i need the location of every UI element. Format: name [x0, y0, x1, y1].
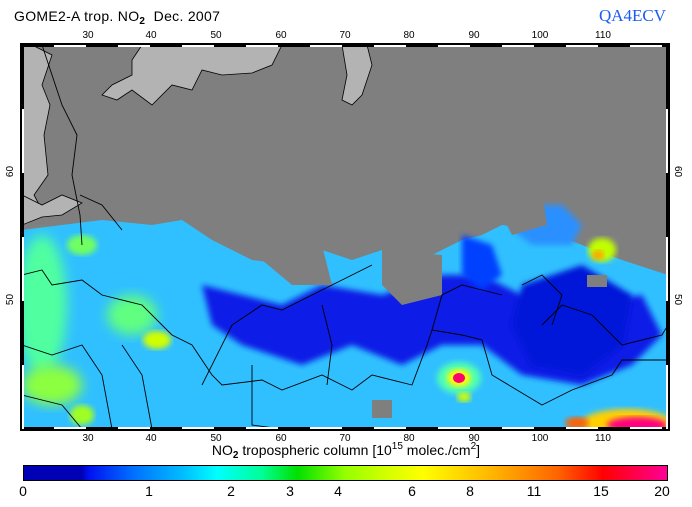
plot-title: GOME2-A trop. NO2 Dec. 2007 — [14, 8, 221, 27]
right-axis-bar — [666, 45, 668, 429]
lat-tick-left: 60 — [5, 165, 17, 178]
lon-tick-top: 30 — [82, 30, 94, 41]
colorbar-title: NO2 tropospheric column [1015 molec./cm2… — [211, 441, 481, 461]
lon-tick-bottom: 110 — [595, 433, 611, 444]
no2-field — [22, 205, 668, 429]
lon-tick-bottom: 100 — [531, 433, 549, 444]
lon-tick-bottom: 60 — [275, 433, 287, 444]
lon-tick-top: 90 — [468, 30, 480, 41]
lon-tick-bottom: 90 — [468, 433, 480, 444]
lon-tick-bottom: 40 — [145, 433, 157, 444]
lon-tick-bottom: 80 — [403, 433, 415, 444]
lon-tick-bottom: 30 — [82, 433, 94, 444]
colorbar-tick: 20 — [654, 483, 670, 499]
lon-tick-top: 100 — [531, 30, 549, 41]
colorbar-tick: 0 — [19, 483, 27, 499]
brand-logo: QA4ECV — [598, 6, 666, 25]
country-borders — [22, 45, 668, 429]
colorbar-tick: 8 — [466, 483, 474, 499]
colorbar-tick: 4 — [334, 483, 342, 499]
lon-tick-top: 70 — [339, 30, 351, 41]
lat-tick-right: 50 — [672, 293, 684, 306]
colorbar-tick: 11 — [526, 483, 542, 499]
lon-tick-top: 60 — [275, 30, 287, 41]
lat-tick-right: 60 — [672, 165, 684, 178]
lon-tick-bottom: 50 — [210, 433, 222, 444]
lon-tick-top: 110 — [595, 30, 611, 41]
map-panel — [20, 43, 670, 431]
lon-tick-top: 80 — [403, 30, 415, 41]
colorbar-tick: 3 — [286, 483, 294, 499]
top-axis-bar — [22, 45, 668, 47]
lat-tick-left: 50 — [5, 293, 17, 306]
colorbar-tick: 15 — [593, 483, 609, 499]
left-axis-bar — [22, 45, 24, 429]
lon-tick-bottom: 70 — [339, 433, 351, 444]
bottom-axis-bar — [22, 427, 668, 429]
lon-tick-top: 50 — [210, 30, 222, 41]
colorbar-tick: 6 — [408, 483, 416, 499]
lon-tick-top: 40 — [145, 30, 157, 41]
water-bodies — [22, 45, 373, 226]
no2-map — [22, 45, 668, 429]
colorbar-tick: 2 — [227, 483, 235, 499]
colorbar-tick: 1 — [145, 483, 153, 499]
colorbar — [23, 465, 668, 481]
